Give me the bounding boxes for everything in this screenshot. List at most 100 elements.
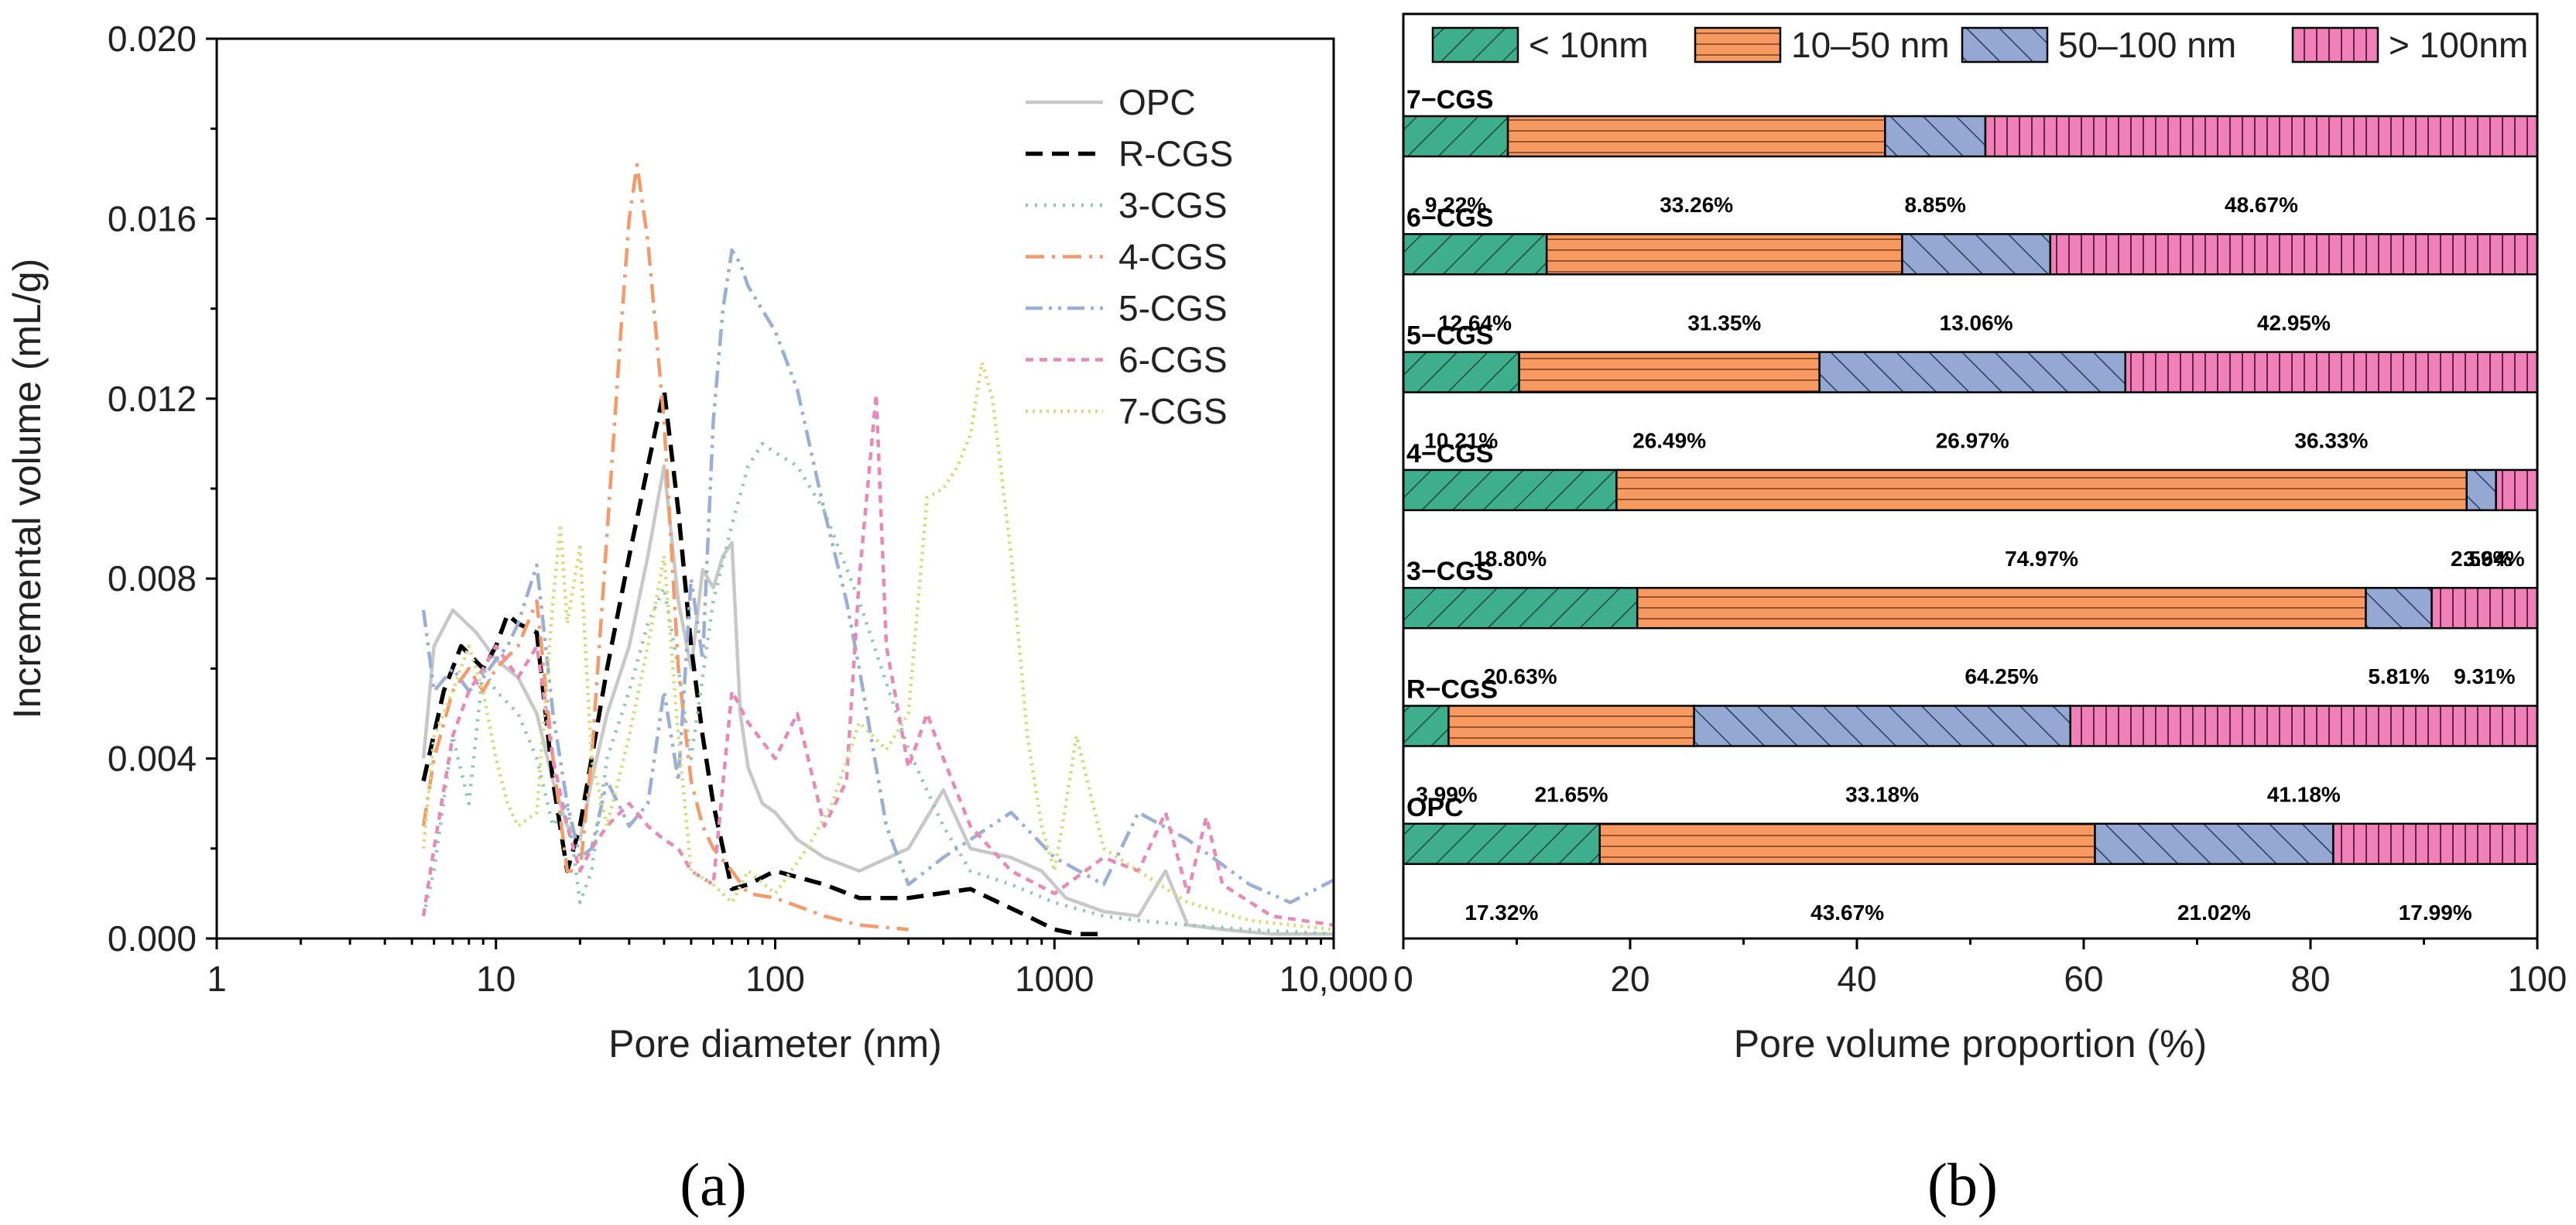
- b-bar-segment-4-cgs-0: [1402, 468, 1618, 512]
- b-value-label-6-cgs-2: 13.06%: [1940, 311, 2013, 335]
- b-value-label-7-cgs-1: 33.26%: [1660, 193, 1733, 217]
- b-category-label-opc: OPC: [1406, 793, 1464, 822]
- a-legend-label-opc: OPC: [1118, 82, 1196, 122]
- b-value-label-3-cgs-2: 5.81%: [2368, 664, 2429, 688]
- b-legend-label-0: < 10nm: [1529, 25, 1649, 65]
- b-bar-segment-6-cgs-1: [1545, 233, 1903, 276]
- a-series-group: [421, 163, 1335, 936]
- b-bar-segment-r-cgs-3: [2069, 705, 2539, 747]
- b-category-label-7-cgs: 7−CGS: [1406, 85, 1493, 115]
- b-legend-label-1: 10–50 nm: [1791, 25, 1950, 65]
- b-bars-group: 7−CGS 9.22% 33.26% 8.85% 48.67% 6−CGS 12.64% 31…: [1402, 85, 2539, 925]
- b-legend-swatch-2: [1961, 26, 2049, 63]
- b-bar-segment-4-cgs-2: [2465, 468, 2497, 512]
- b-x-tick-label: 100: [2508, 959, 2567, 999]
- b-legend-swatch-3: [2291, 26, 2379, 63]
- panel-label-b: (b): [1927, 1151, 1998, 1218]
- b-bar-segment-6-cgs-3: [2049, 233, 2539, 276]
- b-legend-swatch-0: [1431, 26, 1519, 63]
- b-bar-segment-opc-0: [1402, 822, 1601, 866]
- b-bar-segment-6-cgs-0: [1402, 233, 1548, 276]
- a-legend: OPC R-CGS 3-CGS 4-CGS 5-CGS 6-CGS 7-CGS: [1026, 82, 1233, 431]
- a-x-tick-label: 10,000: [1279, 959, 1389, 999]
- b-bar-segment-r-cgs-0: [1402, 705, 1450, 747]
- a-legend-label-r-cgs: R-CGS: [1118, 134, 1233, 174]
- b-bar-segment-5-cgs-0: [1402, 351, 1520, 393]
- a-series-line-r-cgs: [421, 387, 1104, 936]
- b-x-tick-label: 40: [1837, 959, 1876, 999]
- b-bar-segment-3-cgs-2: [2365, 586, 2433, 630]
- b-bar-segment-opc-3: [2332, 822, 2539, 866]
- b-value-label-5-cgs-2: 26.97%: [1936, 429, 2009, 453]
- b-legend-swatch-1: [1694, 26, 1782, 63]
- b-value-label-6-cgs-0: 12.64%: [1438, 311, 1512, 335]
- b-x-tick-label: 0: [1393, 959, 1413, 999]
- b-value-label-7-cgs-2: 8.85%: [1904, 193, 1965, 217]
- a-x-tick-label: 1000: [1015, 959, 1094, 999]
- a-legend-label-6-cgs: 6-CGS: [1118, 340, 1228, 380]
- b-value-label-4-cgs-1: 74.97%: [2005, 547, 2078, 571]
- a-legend-label-5-cgs: 5-CGS: [1118, 288, 1228, 328]
- b-bar-segment-3-cgs-1: [1636, 586, 2367, 630]
- b-value-label-3-cgs-3: 9.31%: [2454, 664, 2515, 688]
- b-value-label-r-cgs-0: 3.99%: [1416, 783, 1477, 807]
- a-series-line-4-cgs: [421, 163, 909, 932]
- a-x-axis-title: Pore diameter (nm): [608, 1022, 942, 1065]
- b-value-label-3-cgs-1: 64.25%: [1965, 664, 2038, 688]
- b-bar-segment-6-cgs-2: [1901, 233, 2052, 276]
- b-value-label-6-cgs-3: 42.95%: [2257, 311, 2331, 335]
- a-legend-label-7-cgs: 7-CGS: [1118, 391, 1228, 431]
- a-y-axis-title: Incremental volume (mL/g): [5, 259, 49, 719]
- b-x-tick-label: 20: [1610, 959, 1649, 999]
- b-bar-segment-7-cgs-0: [1402, 115, 1509, 158]
- b-legend: < 10nm 10–50 nm 50–100 nm > 100nm: [1431, 25, 2528, 65]
- b-bar-segment-r-cgs-2: [1693, 705, 2071, 747]
- b-value-label-opc-0: 17.32%: [1464, 901, 1538, 925]
- a-series-line-6-cgs: [421, 392, 1334, 927]
- b-bar-segment-7-cgs-1: [1506, 115, 1886, 158]
- a-y-tick-label: 0.012: [108, 379, 197, 419]
- b-bar-segment-7-cgs-3: [1984, 115, 2539, 158]
- b-value-label-r-cgs-3: 41.18%: [2267, 783, 2341, 807]
- b-bar-segment-r-cgs-1: [1447, 705, 1695, 747]
- b-legend-label-2: 50–100 nm: [2058, 25, 2236, 65]
- a-y-tick-label: 0.000: [108, 918, 197, 959]
- b-bar-segment-3-cgs-0: [1402, 586, 1639, 630]
- b-value-label-r-cgs-1: 21.65%: [1535, 783, 1608, 807]
- a-legend-label-4-cgs: 4-CGS: [1118, 237, 1228, 277]
- b-x-axis-title: Pore volume proportion (%): [1734, 1022, 2207, 1065]
- b-bar-segment-7-cgs-2: [1884, 115, 1987, 158]
- b-category-label-3-cgs: 3−CGS: [1406, 557, 1493, 586]
- b-legend-label-3: > 100nm: [2389, 25, 2528, 65]
- b-value-label-4-cgs-3: 3.64%: [2463, 547, 2524, 571]
- b-bar-segment-4-cgs-3: [2495, 468, 2539, 512]
- b-value-label-5-cgs-3: 36.33%: [2294, 429, 2368, 453]
- b-value-label-5-cgs-1: 26.49%: [1632, 429, 1706, 453]
- b-x-tick-label: 60: [2064, 959, 2103, 999]
- a-x-tick-label: 100: [745, 959, 805, 999]
- a-x-tick-label: 10: [476, 959, 516, 999]
- a-x-tick-label: 1: [207, 959, 227, 999]
- b-axis-ticks: 0 20 40 60 80 100: [1393, 938, 2567, 999]
- b-value-label-r-cgs-2: 33.18%: [1845, 783, 1919, 807]
- a-axis-ticks: 1 10 100 1000 10,000 0.000 0.004 0.008 0.012 0.01…: [108, 19, 1388, 999]
- b-bar-segment-5-cgs-1: [1518, 351, 1821, 393]
- a-y-tick-label: 0.016: [108, 198, 197, 238]
- b-value-label-5-cgs-0: 10.21%: [1424, 429, 1498, 453]
- b-x-tick-label: 80: [2290, 959, 2330, 999]
- b-bar-segment-opc-2: [2094, 822, 2334, 866]
- a-y-tick-label: 0.020: [108, 19, 197, 59]
- b-bar-segment-3-cgs-3: [2430, 586, 2539, 630]
- b-bar-segment-5-cgs-3: [2124, 351, 2539, 393]
- b-category-label-4-cgs: 4−CGS: [1406, 439, 1493, 468]
- a-series-line-5-cgs: [421, 248, 1335, 904]
- b-value-label-7-cgs-3: 48.67%: [2225, 193, 2298, 217]
- b-value-label-opc-3: 17.99%: [2399, 901, 2472, 925]
- b-value-label-opc-1: 43.67%: [1810, 901, 1884, 925]
- panel-b-stacked-bar-chart: 7−CGS 9.22% 33.26% 8.85% 48.67% 6−CGS 12.64% 31…: [1393, 12, 2567, 1218]
- a-series-line-7-cgs: [421, 361, 1334, 932]
- panel-a-line-chart: 1 10 100 1000 10,000 0.000 0.004 0.008 0.012 0.01…: [5, 19, 1388, 1218]
- b-value-label-3-cgs-0: 20.63%: [1484, 664, 1557, 688]
- b-bar-segment-4-cgs-1: [1615, 468, 2468, 512]
